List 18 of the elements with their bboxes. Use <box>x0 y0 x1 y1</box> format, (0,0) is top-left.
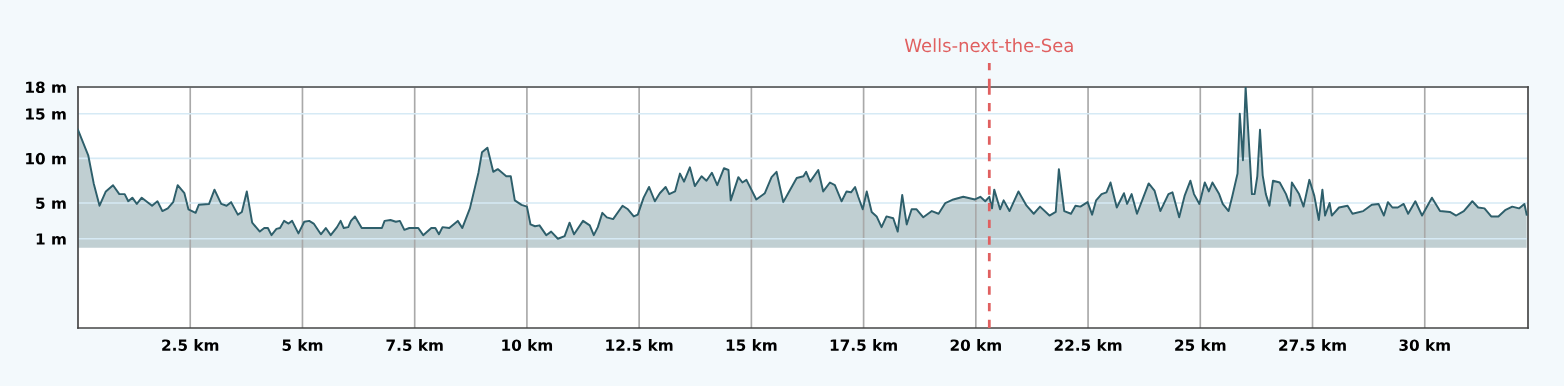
x-tick-label: 15 km <box>726 339 777 351</box>
x-tick-label: 27.5 km <box>1279 339 1346 351</box>
x-tick-label: 22.5 km <box>1054 339 1122 351</box>
x-tick-label: 30 km <box>1399 339 1450 351</box>
y-tick-label: 10 m <box>26 152 66 165</box>
y-tick-label: 1 m <box>36 233 66 245</box>
y-tick-label: 5 m <box>36 197 66 210</box>
x-tick-label: 5 km <box>282 339 323 351</box>
ref-line-label: Wells-next-the-Sea <box>904 38 1073 53</box>
y-tick-label: 18 m <box>26 81 66 94</box>
x-tick-label: 25 km <box>1175 339 1226 351</box>
x-tick-label: 10 km <box>502 339 553 351</box>
y-tick-label: 15 m <box>26 108 66 120</box>
x-tick-label: 7.5 km <box>386 339 443 351</box>
x-tick-label: 17.5 km <box>830 339 897 351</box>
x-tick-label: 12.5 km <box>606 339 673 351</box>
x-tick-label: 2.5 km <box>162 339 219 351</box>
x-tick-label: 20 km <box>950 339 1001 351</box>
